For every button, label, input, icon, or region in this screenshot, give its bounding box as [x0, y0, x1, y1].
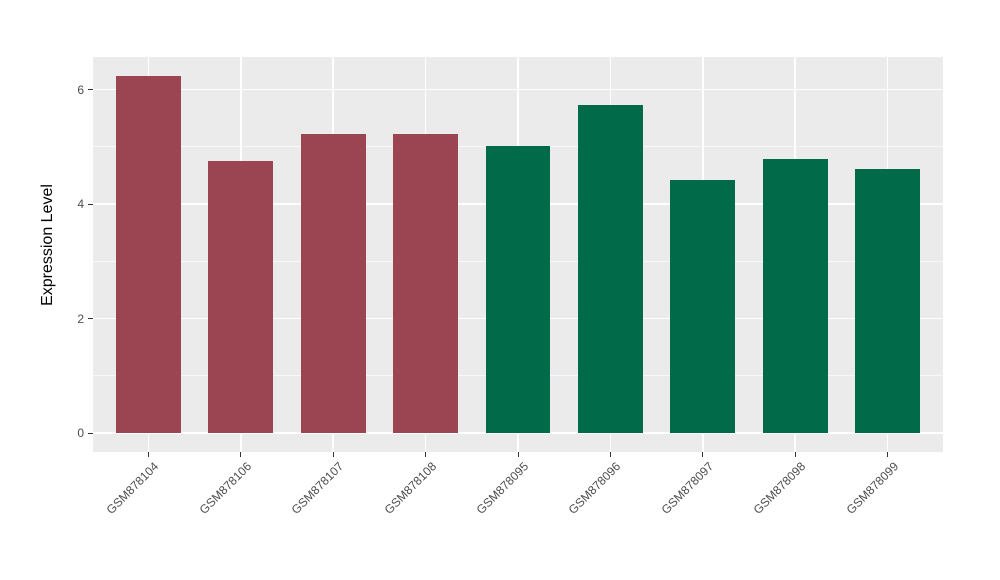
x-tick-mark	[609, 452, 611, 457]
x-tick-label: GSM878099	[843, 459, 901, 517]
bar-GSM878099	[855, 169, 920, 434]
bar-GSM878107	[300, 133, 366, 434]
bar-GSM878097	[670, 180, 736, 434]
y-tick-mark	[88, 203, 93, 205]
gridline-major	[93, 432, 943, 434]
x-tick-label: GSM878096	[566, 459, 624, 517]
x-tick-label: GSM878107	[288, 459, 347, 517]
y-tick-mark	[88, 432, 93, 434]
y-tick-label: 2	[77, 311, 84, 326]
x-tick-mark	[425, 452, 427, 457]
bar-GSM878096	[578, 105, 643, 434]
plot-panel	[93, 57, 943, 452]
x-tick-label: GSM878097	[658, 459, 716, 517]
x-tick-mark	[517, 452, 519, 457]
bar-GSM878098	[762, 158, 828, 434]
y-tick-label: 4	[77, 197, 84, 212]
y-axis-title: Expression Level	[39, 183, 56, 306]
bar-GSM878108	[393, 134, 458, 434]
y-tick-label: 0	[77, 426, 84, 441]
x-tick-label: GSM878095	[473, 459, 532, 517]
x-tick-label: GSM878098	[750, 459, 809, 517]
x-tick-mark	[332, 452, 334, 457]
x-tick-mark	[794, 452, 796, 457]
x-tick-label: GSM878106	[196, 459, 255, 517]
y-tick-mark	[88, 89, 93, 91]
y-tick-label: 6	[77, 82, 84, 97]
y-tick-mark	[88, 318, 93, 320]
bar-GSM878106	[208, 160, 274, 434]
x-tick-mark	[702, 452, 704, 457]
x-tick-mark	[147, 452, 149, 457]
x-tick-mark	[240, 452, 242, 457]
x-tick-label: GSM878108	[381, 459, 439, 517]
x-tick-label: GSM878104	[104, 459, 162, 517]
bar-GSM878095	[485, 145, 551, 434]
x-tick-mark	[887, 452, 889, 457]
bar-GSM878104	[116, 76, 181, 434]
gridline-major	[93, 88, 943, 91]
